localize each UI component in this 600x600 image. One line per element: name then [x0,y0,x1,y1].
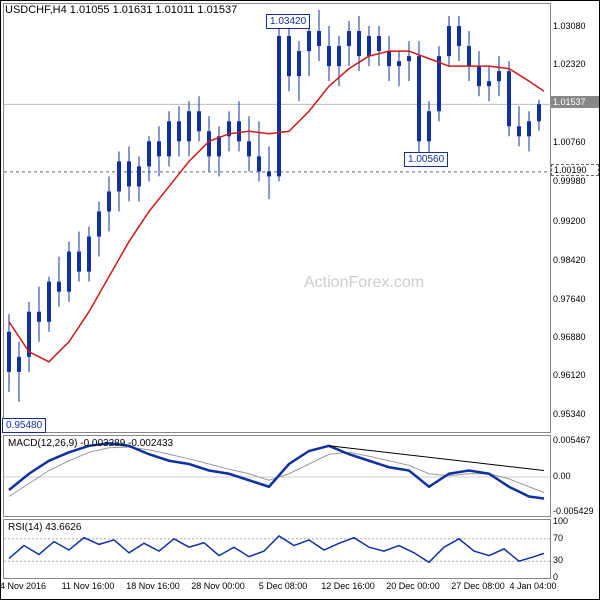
x-tick: 28 Nov 00:00 [191,581,245,591]
x-axis: 4 Nov 2016 11 Nov 16:00 18 Nov 16:00 28 Nov… [3,581,551,599]
y-tick: 70 [553,533,563,543]
y-tick: 30 [553,555,563,565]
y-tick: 0.99980 [553,176,586,186]
x-tick: 4 Nov 2016 [0,581,46,591]
macd-label: MACD(12,26,9) -0.003289 -0.002433 [8,438,173,449]
y-tick: 0.95340 [553,409,586,419]
forex-chart: USDCHF,H4 1.01055 1.01631 1.01011 1.0153… [0,0,600,600]
y-tick: 0.98420 [553,255,586,265]
rsi-panel[interactable]: RSI(14) 43.6626 [3,519,551,579]
y-tick: 0.96120 [553,370,586,380]
level-marker: 1.00190 [551,164,599,176]
x-tick: 27 Dec 08:00 [451,581,505,591]
rsi-label: RSI(14) 43.6626 [8,522,81,533]
x-tick: 5 Dec 08:00 [259,581,308,591]
price-annotation: 1.00560 [404,152,448,167]
current-price-marker: 1.01537 [551,96,599,108]
price-y-axis: 0.95340 0.96120 0.96880 0.97640 0.98420 0.992… [551,3,599,433]
macd-y-axis: 0.005467 0.00 -0.005429 [551,435,599,517]
y-tick: -0.005429 [553,506,594,516]
price-annotation: 0.95480 [2,418,46,433]
y-tick: 1.03080 [553,21,586,31]
y-tick: 0.99200 [553,216,586,226]
x-tick: 11 Nov 16:00 [62,581,115,591]
watermark: ActionForex.com [304,274,424,292]
macd-panel[interactable]: MACD(12,26,9) -0.003289 -0.002433 [3,435,551,517]
x-tick: 4 Jan 04:00 [509,581,556,591]
x-tick: 18 Nov 16:00 [126,581,180,591]
price-panel[interactable]: ActionForex.com 1.03420 1.00560 0.95480 [3,3,551,433]
y-tick: 0.005467 [553,435,591,445]
rsi-y-axis: 10070300 [551,519,599,579]
y-tick: 0.97640 [553,294,586,304]
x-tick: 20 Dec 00:00 [386,581,440,591]
y-tick: 0.00 [553,471,571,481]
y-tick: 1.02320 [553,59,586,69]
chart-title: USDCHF,H4 1.01055 1.01631 1.01011 1.0153… [5,4,237,16]
price-annotation: 1.03420 [266,14,310,29]
x-tick: 12 Dec 16:00 [321,581,375,591]
y-tick: 0.96880 [553,332,586,342]
y-tick: 100 [553,516,568,526]
y-tick: 1.00760 [553,137,586,147]
